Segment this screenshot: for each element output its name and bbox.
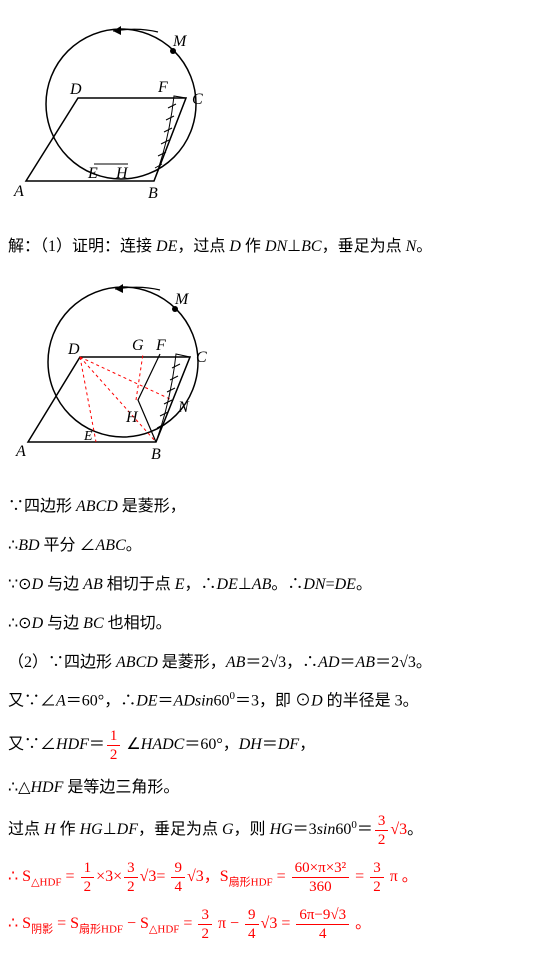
svg-text:F: F (157, 79, 168, 96)
p8: ∴△HDF 是等边三角形。 (8, 774, 547, 803)
p2: ∴BD 平分 ∠ABC。 (8, 532, 547, 561)
svg-text:B: B (151, 446, 161, 463)
svg-text:B: B (148, 185, 158, 202)
svg-text:D: D (67, 341, 80, 358)
figure-1-svg: M D F C E H A B (8, 16, 228, 206)
svg-text:M: M (174, 291, 190, 308)
svg-text:A: A (13, 183, 24, 200)
p6: 又∵∠A＝60°，∴DE＝ADsin600＝3，即 ⊙D 的半径是 3。 (8, 687, 547, 716)
svg-text:N: N (177, 399, 190, 416)
p5: （2）∵四边形 ABCD 是菱形，AB＝2√3，∴AD＝AB＝2√3。 (8, 649, 547, 678)
svg-text:C: C (196, 349, 207, 366)
svg-text:H: H (115, 165, 129, 182)
svg-text:D: D (69, 81, 82, 98)
svg-text:H: H (125, 409, 139, 426)
svg-text:F: F (155, 337, 166, 354)
figure-2: M D G F C E H N A B (8, 272, 547, 478)
p3: ∵⊙D 与边 AB 相切于点 E，∴DE⊥AB。∴DN=DE。 (8, 571, 547, 600)
svg-text:E: E (87, 165, 98, 182)
svg-text:M: M (172, 33, 188, 50)
p10: ∴ S△HDF = 12×3×32√3= 94√3，S扇形HDF = 60×π×… (8, 859, 547, 896)
figure-2-svg: M D G F C E H N A B (8, 272, 228, 467)
proof-line-1: 解：（1）证明：连接 DE，过点 D 作 DN⊥BC，垂足为点 N。 (8, 233, 547, 262)
svg-text:G: G (132, 337, 144, 354)
figure-1: M D F C E H A B (8, 16, 547, 217)
svg-text:A: A (15, 443, 26, 460)
p7: 又∵∠HDF＝12 ∠HADC＝60°，DH＝DF， (8, 727, 547, 764)
p9: 过点 H 作 HG⊥DF，垂足为点 G，则 HG＝3sin600＝32√3。 (8, 812, 547, 849)
p1: ∵四边形 ABCD 是菱形， (8, 493, 547, 522)
svg-text:E: E (83, 429, 93, 444)
p4: ∴⊙D 与边 BC 也相切。 (8, 610, 547, 639)
svg-text:C: C (192, 91, 203, 108)
